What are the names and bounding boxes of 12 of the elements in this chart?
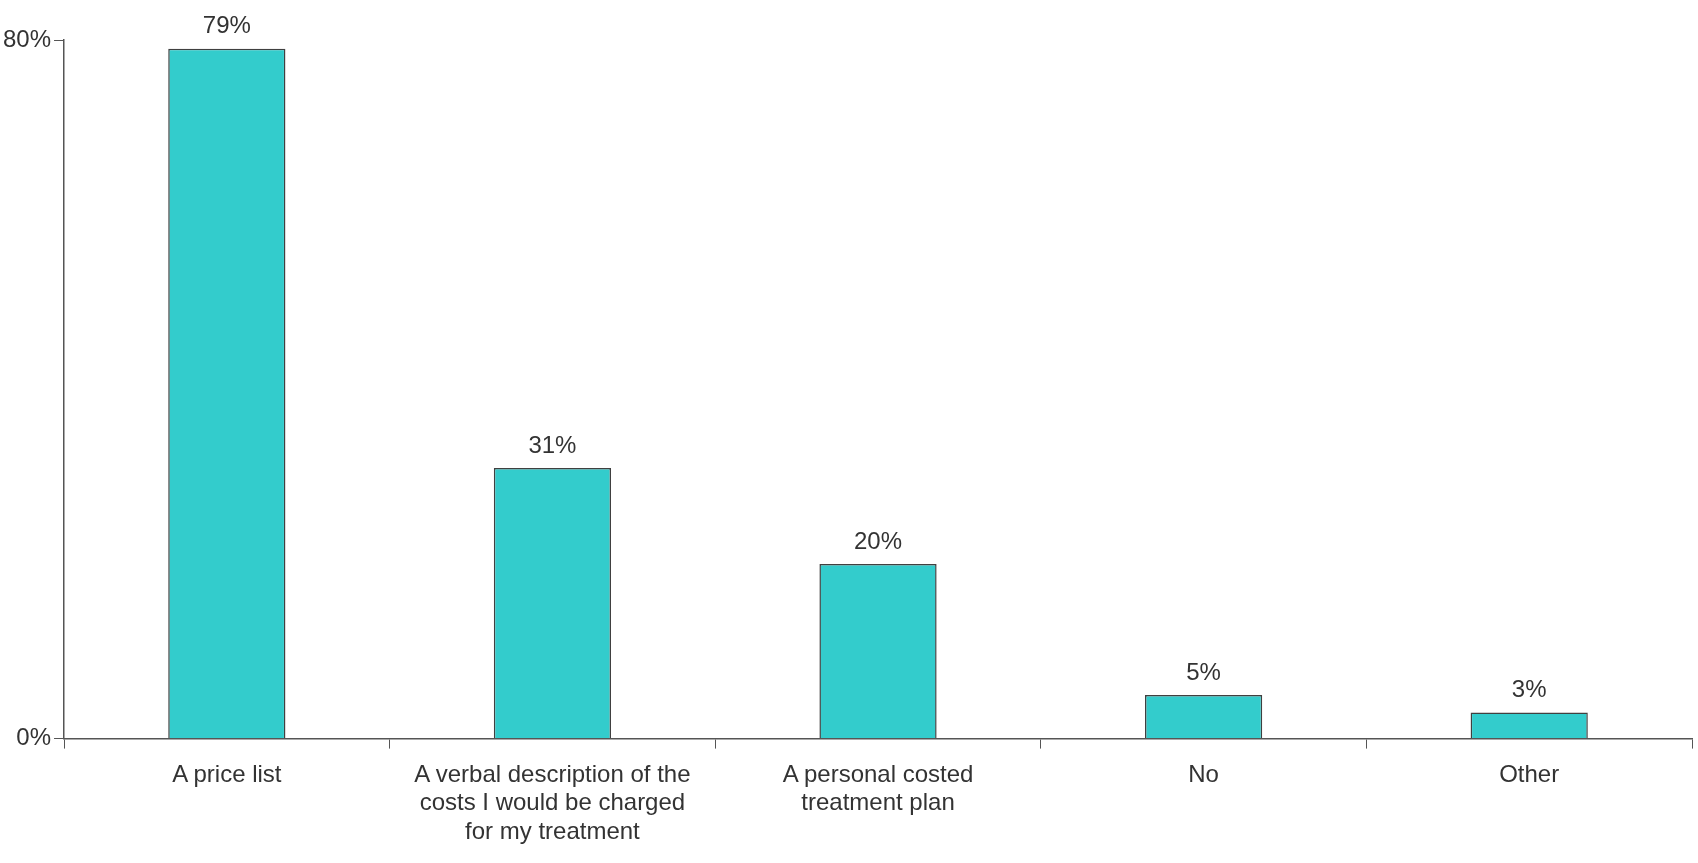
- data-label: 79%: [202, 11, 251, 39]
- x-tick-label: A verbal description of the costs I would be charged for my treatment: [414, 759, 691, 845]
- data-label: 3%: [1511, 675, 1547, 703]
- x-tick-label: A price list: [172, 759, 282, 787]
- data-label: 31%: [528, 430, 577, 458]
- x-tick-label: A personal costed treatment plan: [782, 759, 974, 816]
- x-tick-label: Other: [1499, 759, 1560, 787]
- y-tick-label: 80%: [2, 24, 52, 52]
- y-tick-label: 0%: [16, 723, 52, 751]
- data-label: 5%: [1186, 657, 1221, 685]
- x-tick-label: No: [1188, 759, 1219, 787]
- data-label: 20%: [853, 526, 903, 554]
